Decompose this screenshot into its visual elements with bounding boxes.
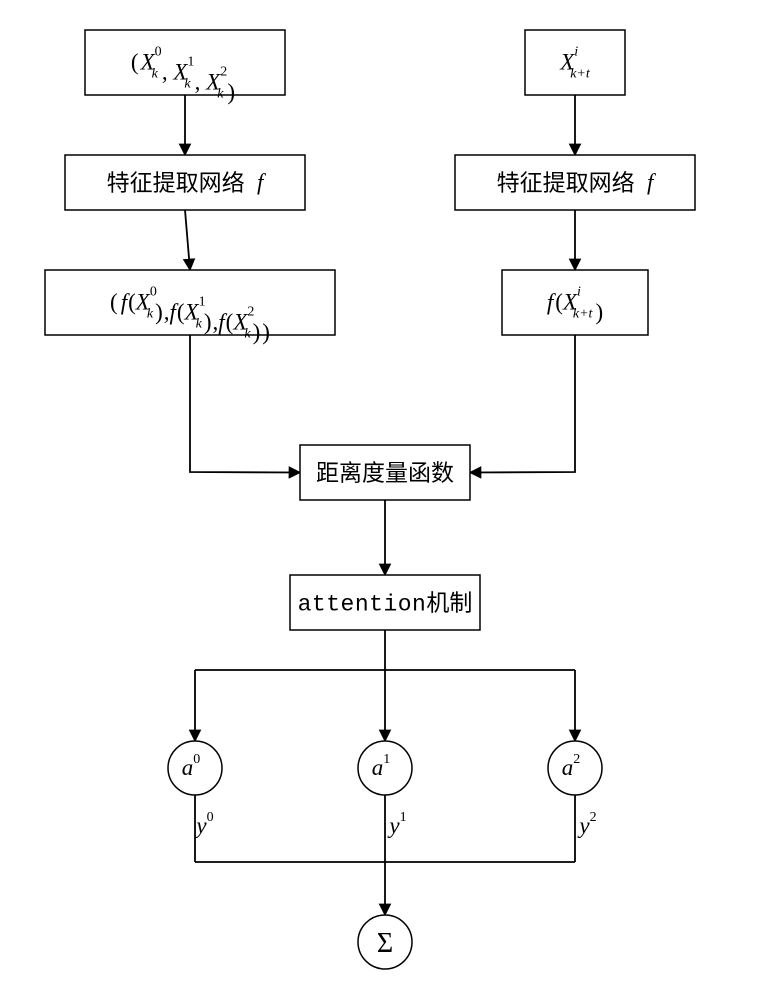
node-n2: Xik+t: [525, 30, 625, 95]
svg-text:Σ: Σ: [377, 928, 393, 959]
node-a0: a0: [168, 741, 222, 795]
label-y0: y0: [194, 810, 213, 838]
node-n1: (X0k, X1k, X2k): [85, 30, 285, 105]
node-n8: attention机制: [290, 575, 480, 630]
edge: [470, 335, 575, 473]
svg-text:attention机制: attention机制: [298, 590, 473, 618]
edge: [190, 335, 300, 473]
node-n6: f(Xik+t): [502, 270, 648, 335]
node-n3: 特征提取网络 f: [65, 155, 305, 210]
svg-text:距离度量函数: 距离度量函数: [316, 460, 454, 486]
node-n5: (f(X0k),f(X1k),f(X2k)): [45, 270, 335, 345]
node-n4: 特征提取网络 f: [455, 155, 695, 210]
node-sum: Σ: [358, 915, 412, 969]
node-n7: 距离度量函数: [300, 445, 470, 500]
node-a2: a2: [548, 741, 602, 795]
label-y2: y2: [577, 810, 596, 838]
svg-text:特征提取网络 f: 特征提取网络 f: [497, 170, 657, 196]
label-y1: y1: [387, 810, 406, 838]
diagram-canvas: (X0k, X1k, X2k) Xik+t 特征提取网络 f 特征提取网络 f (f(X…: [0, 0, 770, 1000]
node-a1: a1: [358, 741, 412, 795]
svg-text:特征提取网络 f: 特征提取网络 f: [107, 170, 267, 196]
edge: [185, 210, 190, 270]
